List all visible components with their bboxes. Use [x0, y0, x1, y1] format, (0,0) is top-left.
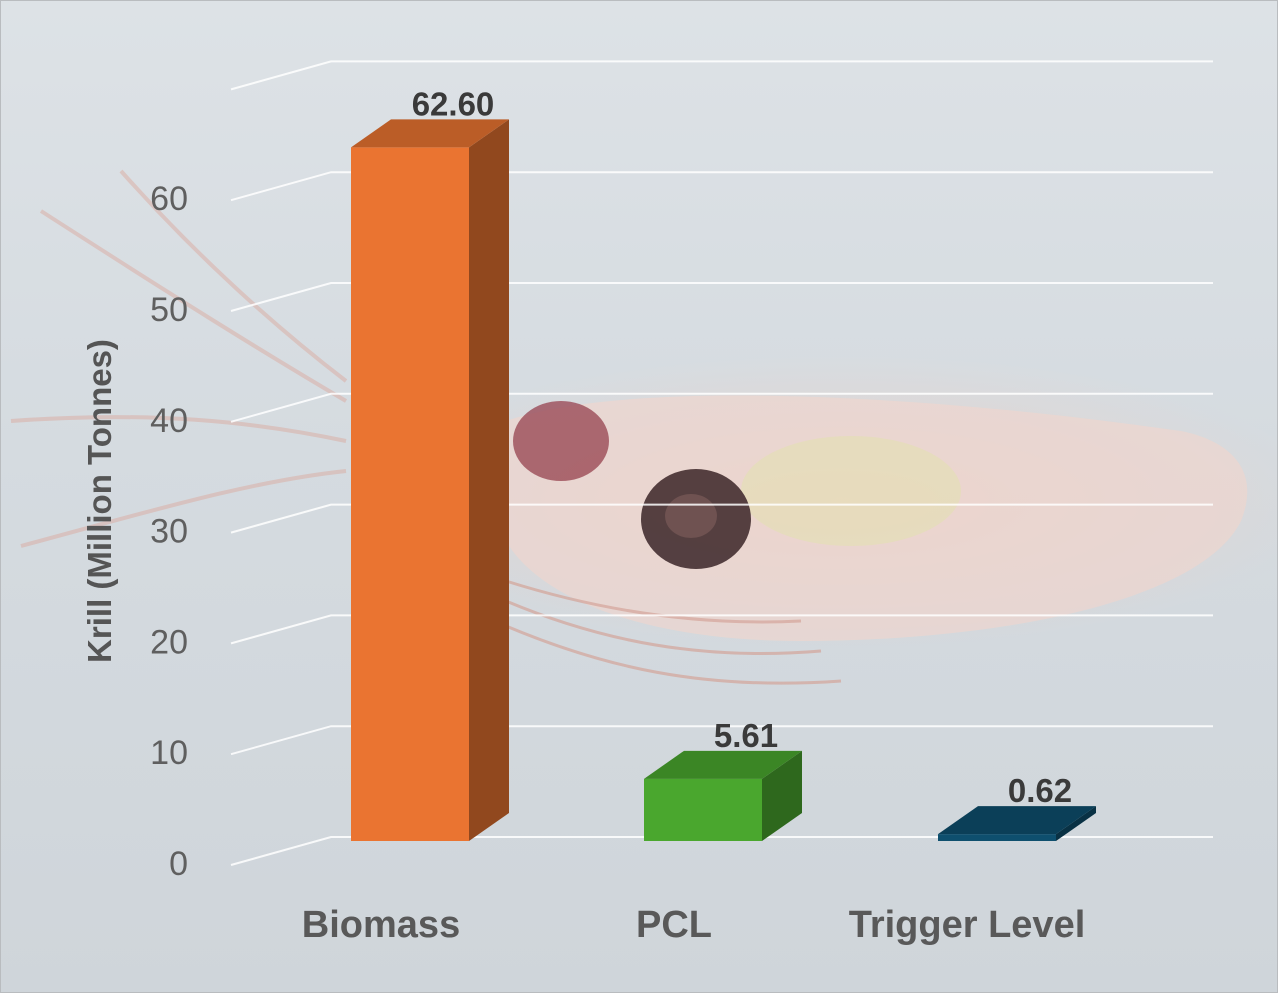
- bar-trigger-level: [938, 806, 1096, 841]
- y-tick-label: 0: [169, 845, 188, 883]
- value-label: 62.60: [412, 85, 495, 122]
- gridline: [230, 836, 1213, 866]
- gridline: [230, 60, 1213, 91]
- bar-side: [469, 119, 509, 842]
- gridline: [230, 282, 1213, 312]
- bar-front: [351, 147, 469, 842]
- category-label: Biomass: [302, 904, 460, 946]
- bar-pcl: [644, 750, 802, 841]
- bar-front: [938, 834, 1056, 841]
- y-tick-label: 40: [150, 402, 188, 440]
- gridlines: [230, 60, 1213, 866]
- bar-top: [351, 119, 509, 148]
- bar-side: [1056, 806, 1096, 841]
- category-labels: Biomass PCL Trigger Level: [302, 904, 1085, 946]
- bar-side: [762, 750, 802, 841]
- gridline: [230, 392, 1213, 423]
- gridline: [230, 171, 1213, 202]
- value-label: 5.61: [714, 717, 778, 754]
- gridline: [230, 614, 1213, 645]
- category-label: PCL: [636, 904, 712, 946]
- y-axis-title: Krill (Million Tonnes): [81, 339, 118, 663]
- bars: [351, 119, 1096, 842]
- y-tick-label: 10: [150, 734, 188, 772]
- bar-front: [644, 778, 762, 841]
- y-tick-label: 50: [150, 291, 188, 329]
- gridline: [230, 503, 1213, 534]
- y-axis-ticks: 0 10 20 30 40 50 60: [150, 180, 188, 883]
- bar-biomass: [351, 119, 509, 842]
- krill-photo-background: [10, 169, 1248, 685]
- y-tick-label: 30: [150, 513, 188, 551]
- y-tick-label: 20: [150, 623, 188, 661]
- category-label: Trigger Level: [849, 904, 1086, 946]
- bar-top: [938, 806, 1096, 835]
- gridline: [230, 725, 1213, 756]
- value-labels: 62.60 5.61 0.62: [412, 85, 1072, 809]
- y-tick-label: 60: [150, 180, 188, 218]
- bar-top: [644, 750, 802, 779]
- value-label: 0.62: [1008, 772, 1072, 809]
